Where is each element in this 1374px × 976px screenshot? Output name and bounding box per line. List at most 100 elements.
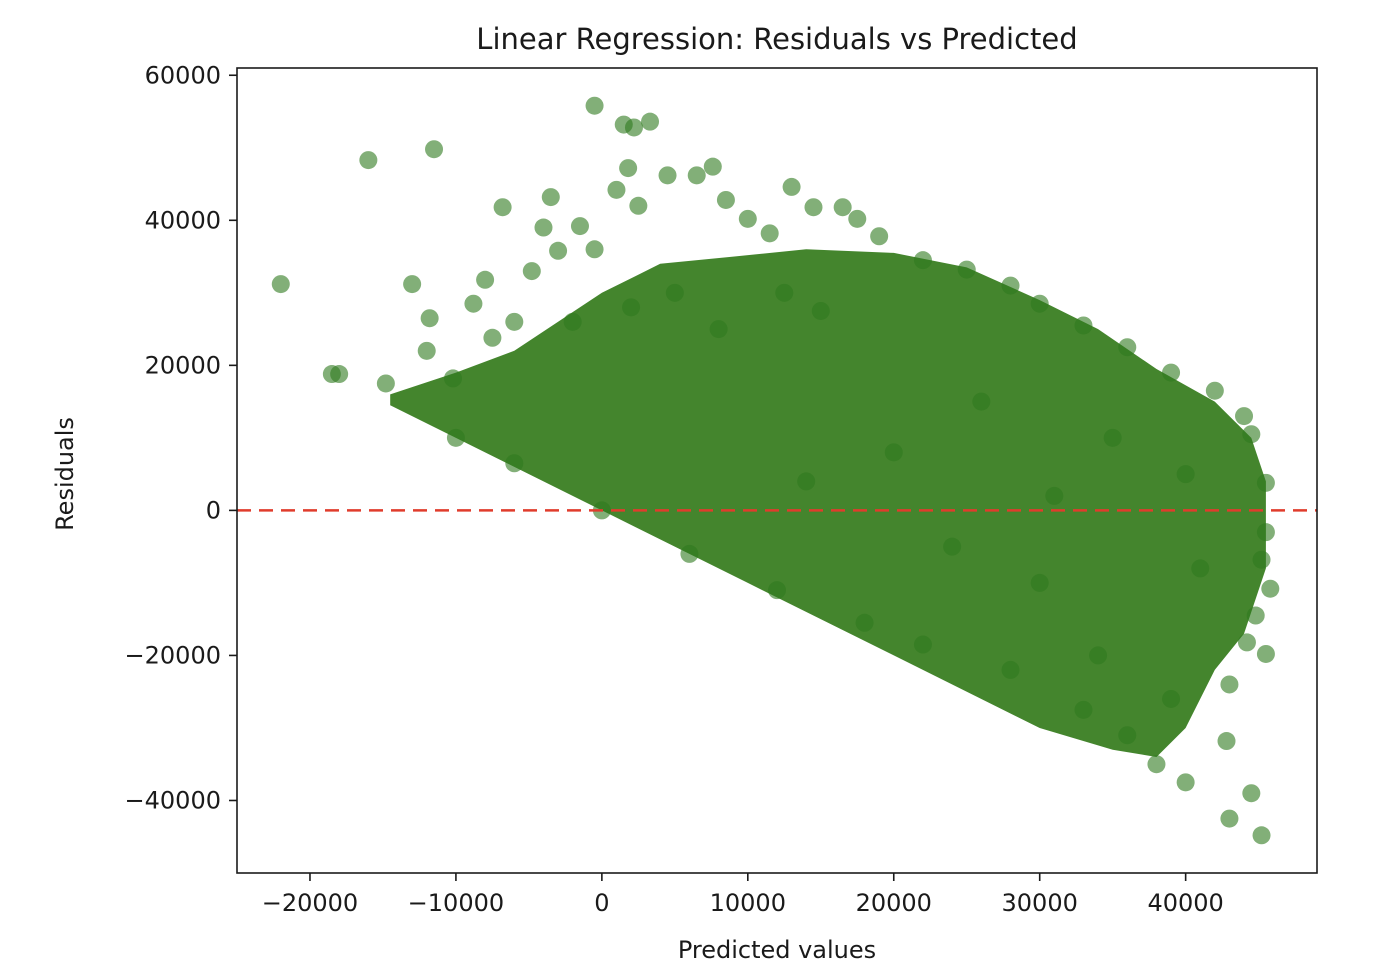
x-tick-label: −10000 [408, 889, 504, 917]
scatter-point [444, 369, 462, 388]
scatter-point [1176, 773, 1195, 792]
scatter-point [505, 454, 524, 473]
scatter-point [1103, 428, 1122, 447]
scatter-point [359, 151, 378, 170]
scatter-point [549, 241, 568, 260]
x-tick-label: 10000 [710, 889, 786, 917]
scatter-point [563, 312, 582, 331]
scatter-point [1089, 646, 1108, 665]
scatter-points [271, 96, 1280, 845]
scatter-point [957, 260, 976, 279]
scatter-point [1074, 316, 1093, 335]
scatter-point [1256, 473, 1275, 492]
scatter-point [782, 177, 801, 196]
scatter-point [1220, 675, 1239, 694]
scatter-point [716, 190, 735, 209]
scatter-point [680, 544, 699, 563]
scatter-point [1217, 732, 1236, 751]
scatter-point [585, 240, 604, 259]
y-tick-label: −20000 [125, 641, 221, 669]
x-tick-label: −20000 [262, 889, 358, 917]
scatter-point [476, 270, 495, 289]
scatter-point [1256, 644, 1275, 663]
scatter-point [624, 118, 643, 137]
scatter-point [703, 157, 722, 176]
scatter-point [1074, 700, 1093, 719]
scatter-point [811, 301, 830, 320]
scatter-point [738, 209, 757, 228]
scatter-point [1205, 381, 1224, 400]
scatter-point [775, 283, 794, 302]
scatter-point [687, 166, 706, 185]
scatter-point [1118, 726, 1137, 745]
scatter-point [1147, 755, 1166, 774]
scatter-point [1162, 689, 1181, 708]
scatter-point [641, 112, 660, 131]
scatter-point [1252, 550, 1271, 569]
scatter-point [376, 374, 395, 393]
scatter-point [417, 341, 436, 360]
scatter-point [1237, 633, 1256, 652]
scatter-point [804, 198, 823, 217]
scatter-point [403, 275, 422, 294]
scatter-point [1235, 407, 1254, 426]
scatter-point [271, 275, 290, 294]
scatter-point [665, 283, 684, 302]
scatter-point [629, 196, 648, 215]
scatter-point [505, 312, 524, 331]
scatter-point [913, 635, 932, 654]
scatter-point [1261, 579, 1280, 598]
scatter-point [619, 159, 638, 178]
scatter-point [709, 320, 728, 339]
y-axis-ticks: −40000 −20000 0 20000 40000 60000 [125, 61, 237, 814]
scatter-point [1118, 338, 1137, 357]
scatter-point [420, 309, 439, 328]
scatter-point [884, 443, 903, 462]
scatter-point [848, 209, 867, 228]
dense-point-band [390, 249, 1266, 758]
y-tick-label: 0 [206, 496, 221, 524]
scatter-point [1030, 294, 1049, 313]
y-tick-label: −40000 [125, 786, 221, 814]
scatter-point [585, 96, 604, 115]
y-tick-label: 40000 [145, 206, 221, 234]
scatter-point [607, 180, 626, 199]
scatter-point [1162, 363, 1181, 382]
scatter-point [1030, 573, 1049, 592]
scatter-point [658, 166, 677, 185]
scatter-point [833, 198, 852, 217]
x-tick-label: 20000 [856, 889, 932, 917]
scatter-point [768, 581, 786, 600]
scatter-point [464, 294, 483, 313]
scatter-point [622, 298, 641, 317]
y-tick-label: 60000 [145, 61, 221, 89]
scatter-point [425, 140, 444, 159]
plot-frame [236, 67, 1318, 874]
y-tick-label: 20000 [145, 351, 221, 379]
x-tick-label: 0 [594, 889, 609, 917]
scatter-point [1176, 465, 1195, 484]
x-tick-label: 30000 [1002, 889, 1078, 917]
scatter-point [1220, 809, 1239, 828]
scatter-point [1001, 660, 1020, 679]
scatter-point [797, 472, 816, 491]
scatter-point [1242, 425, 1261, 444]
scatter-point [1256, 523, 1275, 542]
x-tick-label: 40000 [1147, 889, 1223, 917]
scatter-point [1191, 559, 1210, 578]
chart-title: Linear Regression: Residuals vs Predicte… [476, 22, 1077, 56]
scatter-point [1242, 784, 1261, 803]
scatter-point [913, 251, 932, 270]
x-axis-ticks: −20000 −10000 0 10000 20000 30000 40000 [262, 873, 1224, 917]
scatter-point [570, 217, 589, 236]
y-axis-label: Residuals [51, 417, 79, 531]
scatter-point [446, 428, 465, 447]
scatter-point [943, 537, 962, 556]
scatter-point [522, 262, 541, 281]
scatter-point [534, 218, 553, 237]
scatter-point [760, 224, 779, 243]
scatter-point [870, 227, 889, 246]
scatter-point [541, 188, 560, 207]
scatter-point [972, 392, 991, 411]
scatter-point [1246, 606, 1265, 625]
